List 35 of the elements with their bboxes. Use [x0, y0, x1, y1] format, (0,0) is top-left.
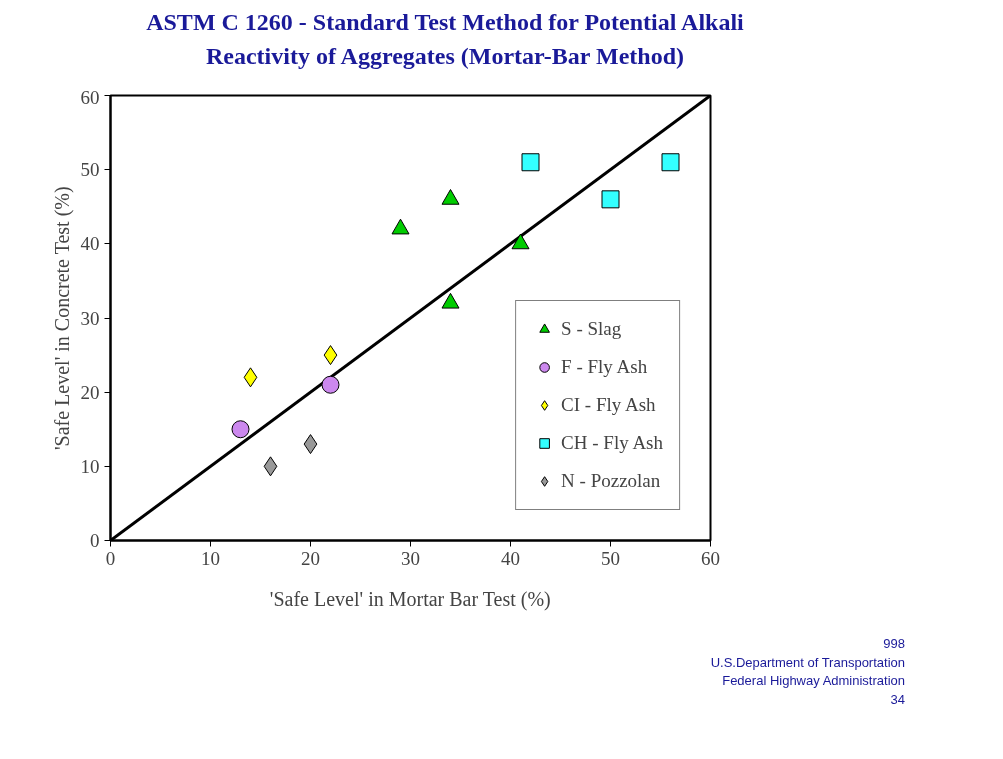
- legend-label: CH - Fly Ash: [561, 432, 663, 454]
- legend-label: N - Pozzolan: [561, 470, 661, 492]
- x-tick-label: 20: [301, 547, 320, 569]
- point: [231, 420, 250, 439]
- text: U.S.Department of Transportation: [710, 654, 905, 670]
- y-tick-label: 10: [80, 455, 100, 477]
- y-tick-label: 20: [80, 381, 100, 403]
- x-tick-label: 0: [105, 547, 116, 569]
- x-tick-label: 30: [401, 547, 420, 569]
- x-tick-label: 10: [201, 547, 220, 569]
- y-tick-label: 50: [80, 159, 100, 181]
- text: Federal Highway Administration: [722, 673, 905, 689]
- point: [661, 153, 680, 172]
- legend-label: CI - Fly Ash: [561, 394, 656, 416]
- y-tick-label: 30: [80, 307, 100, 329]
- x-tick-label: 40: [501, 547, 520, 569]
- point: [601, 190, 620, 209]
- text: 998: [883, 636, 905, 651]
- legend-label: F - Fly Ash: [561, 356, 648, 378]
- legend-label: S - Slag: [561, 318, 622, 340]
- x-tick-label: 60: [701, 547, 720, 569]
- point: [521, 153, 540, 172]
- chart-title: ASTM C 1260 - Standard Test Method for Potential Alkali Reactivity of Aggregates (Mortar-Bar Method): [145, 8, 745, 72]
- point: [321, 375, 340, 394]
- y-tick-label: 60: [80, 86, 100, 108]
- text: 34: [890, 691, 905, 707]
- y-tick-label: 0: [90, 530, 100, 551]
- y-axis-title: 'Safe Level' in Concrete Test (%): [50, 186, 74, 451]
- point: [303, 434, 318, 455]
- point: [323, 345, 338, 366]
- point: [263, 456, 278, 477]
- x-tick-label: 50: [601, 547, 620, 569]
- y-tick-label: 40: [80, 233, 100, 255]
- point: [243, 367, 258, 388]
- x-axis-title: 'Safe Level' in Mortar Bar Test (%): [269, 587, 551, 611]
